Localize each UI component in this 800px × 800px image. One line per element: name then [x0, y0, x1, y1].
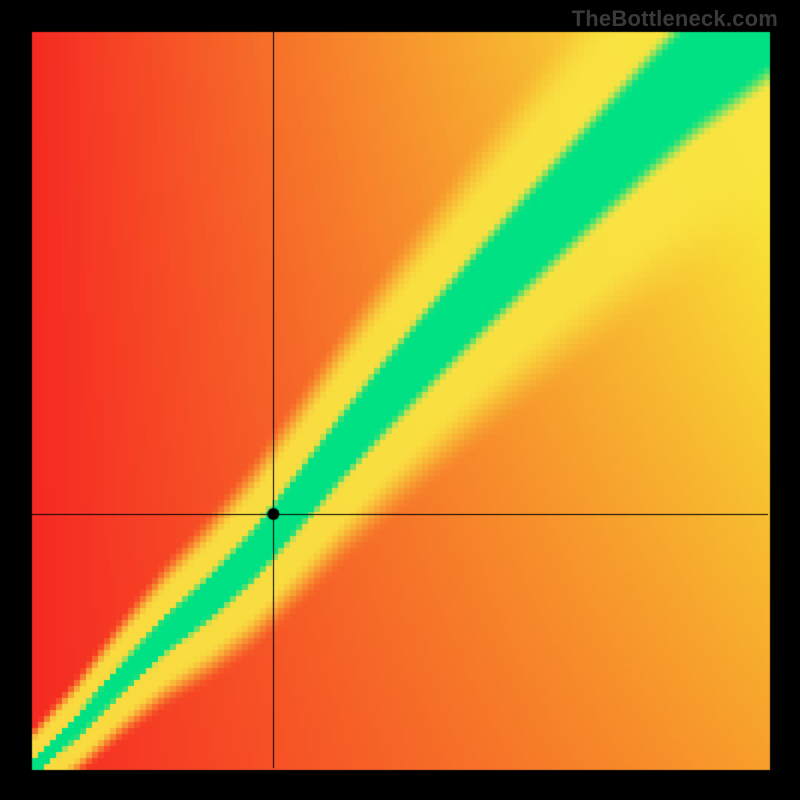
bottleneck-heatmap — [0, 0, 800, 800]
watermark-label: TheBottleneck.com — [572, 6, 778, 32]
chart-container: TheBottleneck.com — [0, 0, 800, 800]
